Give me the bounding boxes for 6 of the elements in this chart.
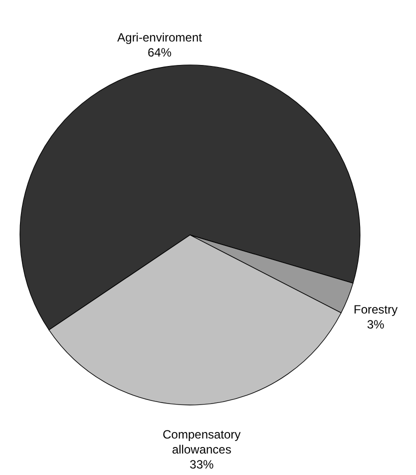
slice-label: Agri-enviroment xyxy=(117,30,203,44)
data-label: 33% xyxy=(190,458,214,472)
slice-label: Forestry xyxy=(354,302,398,316)
slice-label: Compensatory allowances xyxy=(162,428,241,457)
data-label: 3% xyxy=(366,317,385,332)
data-label: 64% xyxy=(148,45,172,60)
